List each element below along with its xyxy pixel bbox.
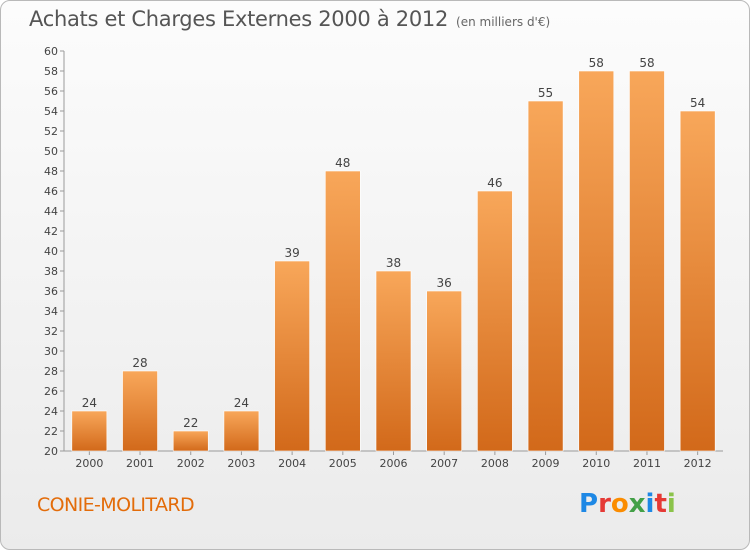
bar-value-label: 48 [335, 156, 350, 170]
x-tick-label: 2010 [582, 457, 610, 470]
proxiti-logo[interactable]: Proxiti [579, 489, 676, 519]
y-tick-label: 44 [44, 205, 58, 218]
bar [223, 410, 260, 452]
chart-bars [71, 70, 716, 452]
bar [679, 110, 716, 452]
logo-letter: i [666, 489, 676, 519]
logo-letter: o [610, 489, 629, 519]
bar-value-label: 39 [284, 246, 299, 260]
logo-letter: x [628, 489, 646, 519]
x-tick-label: 2005 [329, 457, 357, 470]
x-tick-label: 2000 [75, 457, 103, 470]
bar-value-label: 38 [386, 256, 401, 270]
y-tick-label: 24 [44, 405, 58, 418]
bar-value-label: 58 [639, 56, 654, 70]
y-tick-label: 30 [44, 345, 58, 358]
bar-value-label: 24 [82, 396, 97, 410]
x-tick-label: 2011 [633, 457, 661, 470]
y-tick-label: 52 [44, 125, 58, 138]
bar [578, 70, 615, 452]
bar-value-label: 46 [487, 176, 502, 190]
commune-name: CONIE-MOLITARD [37, 494, 195, 516]
x-tick-label: 2001 [126, 457, 154, 470]
bar-value-label: 55 [538, 86, 553, 100]
bar [325, 170, 361, 452]
x-tick-label: 2006 [380, 457, 408, 470]
bar-value-label: 58 [589, 56, 604, 70]
bar [122, 370, 158, 452]
x-tick-label: 2012 [684, 457, 712, 470]
logo-letter: r [598, 489, 611, 519]
bar [375, 270, 412, 452]
bar [71, 410, 108, 452]
y-tick-label: 34 [44, 305, 58, 318]
x-tick-label: 2007 [430, 457, 458, 470]
y-tick-label: 22 [44, 425, 58, 438]
bar [172, 430, 209, 452]
bar-value-label: 22 [183, 416, 198, 430]
y-tick-label: 38 [44, 265, 58, 278]
bar [274, 260, 310, 452]
bar [527, 100, 564, 452]
y-tick-label: 32 [44, 325, 58, 338]
y-tick-label: 58 [44, 65, 58, 78]
y-tick-label: 50 [44, 145, 58, 158]
y-tick-label: 36 [44, 285, 58, 298]
bar [477, 190, 513, 452]
x-tick-label: 2004 [278, 457, 306, 470]
logo-letter: t [654, 489, 667, 519]
chart-subtitle: (en milliers d'€) [456, 15, 551, 29]
chart-axes: 20 22 24 26 28 30 32 34 36 38 40 42 44 46 48 50 52 54 56 58… [44, 45, 723, 470]
bar [426, 290, 462, 452]
x-tick-label: 2003 [227, 457, 255, 470]
x-tick-label: 2009 [532, 457, 560, 470]
bar-value-label: 28 [132, 356, 147, 370]
bar-value-label: 24 [234, 396, 249, 410]
y-tick-label: 26 [44, 385, 58, 398]
bar-value-label: 36 [437, 276, 452, 290]
logo-letter: i [645, 489, 655, 519]
x-tick-label: 2008 [481, 457, 509, 470]
bar-chart: 20 22 24 26 28 30 32 34 36 38 40 42 44 46 48 50 52 54 56 58… [44, 45, 723, 470]
logo-letter: P [579, 489, 599, 519]
chart-title: Achats et Charges Externes 2000 à 2012 (e… [29, 7, 550, 31]
y-tick-label: 46 [44, 185, 58, 198]
bar [629, 70, 665, 452]
y-tick-label: 42 [44, 225, 58, 238]
bar-value-label: 54 [690, 96, 705, 110]
chart-data-labels: 24 28 22 24 39 48 38 36 46 55 58 58 54 [82, 56, 706, 430]
chart-title-text: Achats et Charges Externes 2000 à 2012 [29, 7, 449, 31]
y-tick-label: 40 [44, 245, 58, 258]
y-tick-label: 60 [44, 45, 58, 58]
y-tick-label: 54 [44, 105, 58, 118]
y-tick-label: 56 [44, 85, 58, 98]
y-tick-label: 28 [44, 365, 58, 378]
y-tick-label: 48 [44, 165, 58, 178]
x-tick-label: 2002 [177, 457, 205, 470]
y-tick-label: 20 [44, 445, 58, 458]
